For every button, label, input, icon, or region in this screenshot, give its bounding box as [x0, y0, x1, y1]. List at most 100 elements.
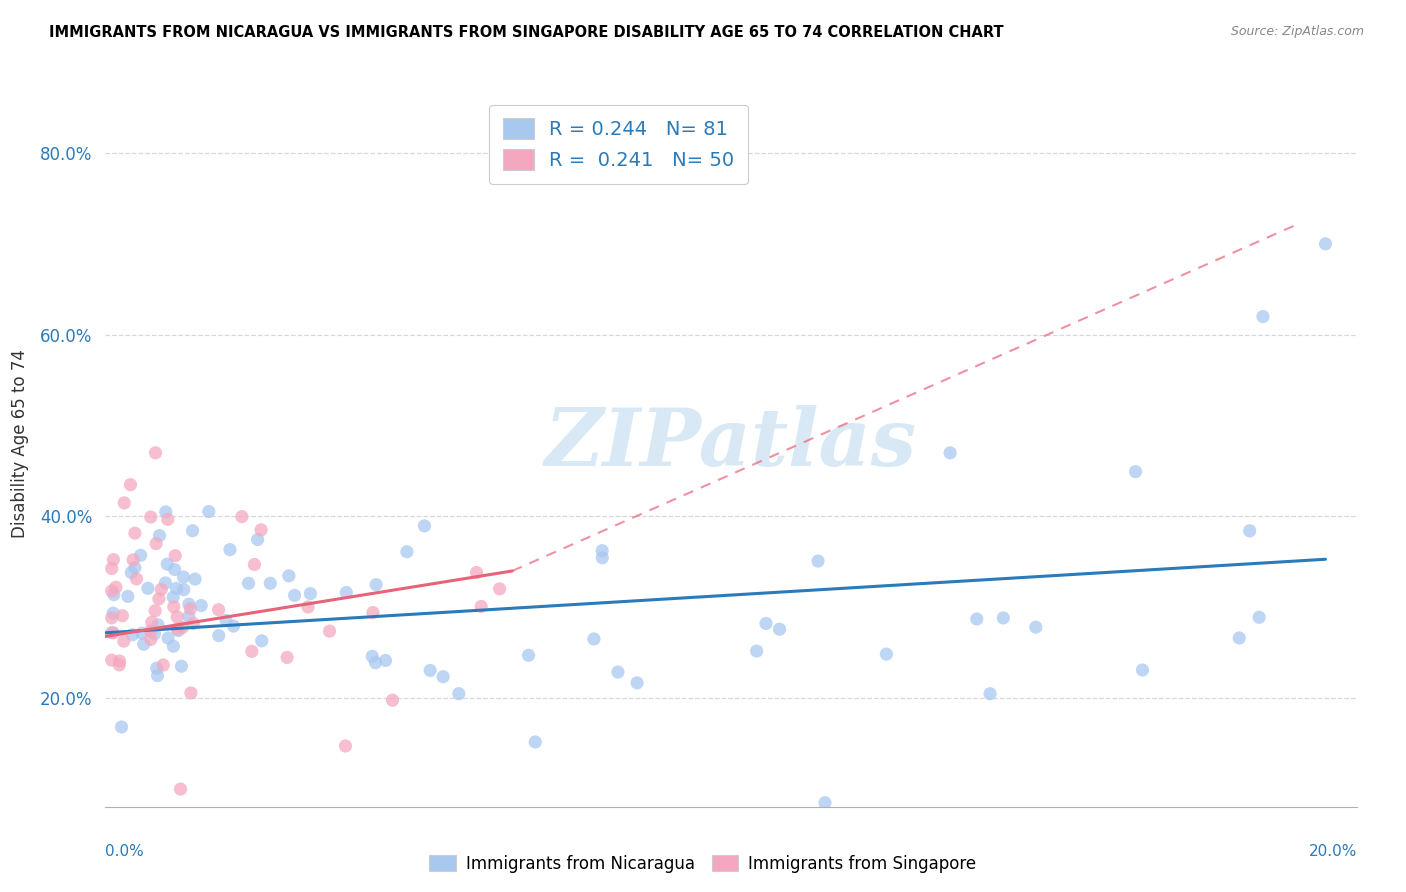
Point — [875, 647, 897, 661]
Point — [166, 622, 188, 636]
Point — [120, 477, 142, 491]
Point — [366, 577, 388, 591]
Point — [184, 572, 207, 586]
Point — [979, 687, 1001, 701]
Legend: R = 0.244   N= 81, R =  0.241   N= 50: R = 0.244 N= 81, R = 0.241 N= 50 — [489, 104, 748, 184]
Point — [121, 628, 143, 642]
Point — [141, 615, 163, 630]
Point — [100, 583, 122, 598]
Point — [110, 720, 132, 734]
Point — [250, 523, 273, 537]
Point — [517, 648, 540, 663]
Point — [181, 524, 204, 538]
Point — [143, 627, 166, 641]
Point — [103, 625, 125, 640]
Point — [101, 606, 124, 620]
Point — [606, 665, 628, 679]
Point — [768, 622, 790, 636]
Point — [966, 612, 988, 626]
Point — [939, 446, 962, 460]
Point — [488, 582, 510, 596]
Point — [814, 796, 837, 810]
Text: IMMIGRANTS FROM NICARAGUA VS IMMIGRANTS FROM SINGAPORE DISABILITY AGE 65 TO 74 C: IMMIGRANTS FROM NICARAGUA VS IMMIGRANTS … — [49, 25, 1004, 40]
Point — [166, 610, 188, 624]
Point — [125, 572, 148, 586]
Point — [165, 549, 187, 563]
Point — [117, 590, 139, 604]
Point — [163, 599, 186, 614]
Point — [524, 735, 547, 749]
Point — [180, 686, 202, 700]
Point — [148, 591, 170, 606]
Point — [1132, 663, 1154, 677]
Point — [139, 624, 162, 638]
Point — [297, 599, 319, 614]
Point — [100, 653, 122, 667]
Point — [155, 576, 177, 591]
Point — [146, 617, 169, 632]
Point — [582, 632, 605, 646]
Point — [103, 552, 125, 566]
Point — [190, 599, 212, 613]
Point — [145, 446, 167, 460]
Point — [318, 624, 340, 639]
Point — [131, 626, 153, 640]
Point — [1251, 310, 1274, 324]
Point — [139, 632, 162, 647]
Point — [591, 543, 613, 558]
Point — [1125, 465, 1147, 479]
Point — [335, 585, 357, 599]
Point — [284, 588, 307, 602]
Point — [246, 533, 269, 547]
Point — [136, 582, 159, 596]
Point — [163, 562, 186, 576]
Point — [166, 582, 188, 596]
Text: Source: ZipAtlas.com: Source: ZipAtlas.com — [1230, 25, 1364, 38]
Point — [179, 602, 201, 616]
Point — [432, 670, 454, 684]
Point — [381, 693, 404, 707]
Point — [152, 658, 174, 673]
Point — [177, 597, 200, 611]
Point — [129, 548, 152, 562]
Point — [167, 624, 190, 638]
Point — [374, 653, 396, 667]
Point — [413, 519, 436, 533]
Point — [156, 512, 179, 526]
Point — [100, 625, 122, 640]
Point — [240, 644, 263, 658]
Point — [207, 603, 229, 617]
Point — [122, 553, 145, 567]
Point — [277, 569, 299, 583]
Point — [108, 654, 131, 668]
Point — [299, 586, 322, 600]
Point — [172, 620, 194, 634]
Point — [259, 576, 281, 591]
Point — [124, 526, 146, 541]
Point — [150, 582, 173, 597]
Point — [1315, 236, 1337, 251]
Point — [146, 668, 169, 682]
Point — [1239, 524, 1261, 538]
Text: 0.0%: 0.0% — [105, 844, 145, 859]
Point — [108, 657, 131, 672]
Point — [169, 782, 191, 797]
Point — [124, 560, 146, 574]
Point — [231, 509, 253, 524]
Legend: Immigrants from Nicaragua, Immigrants from Singapore: Immigrants from Nicaragua, Immigrants fr… — [423, 848, 983, 880]
Point — [419, 664, 441, 678]
Point — [100, 611, 122, 625]
Point — [173, 570, 195, 584]
Point — [626, 676, 648, 690]
Point — [173, 582, 195, 597]
Point — [111, 608, 134, 623]
Point — [208, 629, 231, 643]
Point — [120, 566, 142, 580]
Point — [183, 616, 205, 631]
Point — [447, 687, 470, 701]
Point — [755, 616, 778, 631]
Point — [361, 649, 384, 664]
Point — [238, 576, 260, 591]
Point — [198, 504, 221, 518]
Point — [162, 591, 184, 605]
